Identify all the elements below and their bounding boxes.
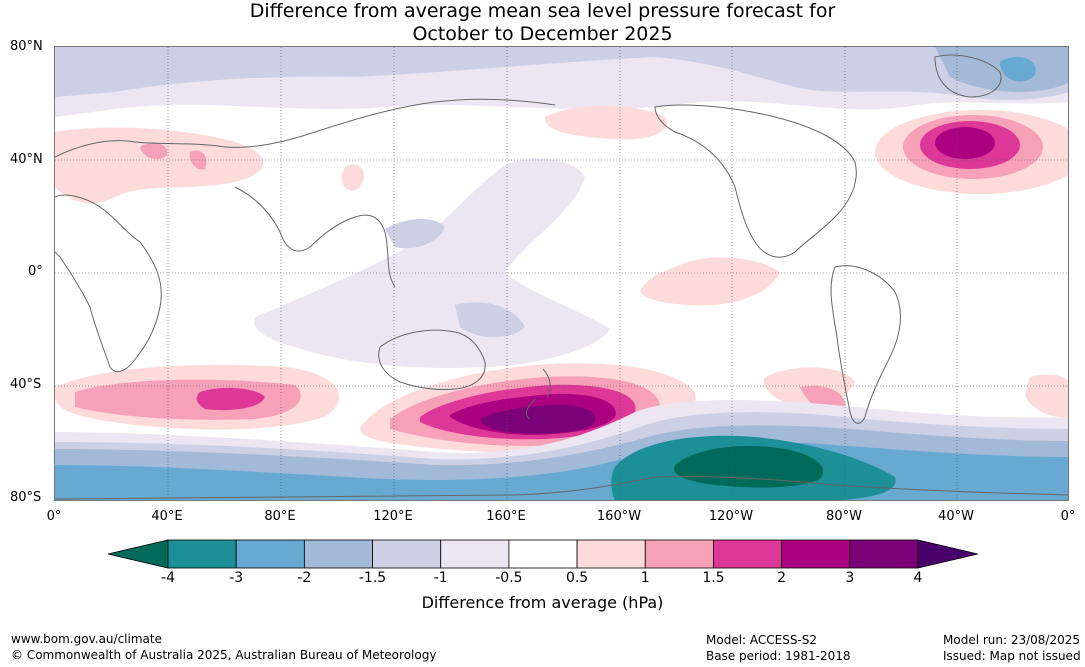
colorbar-tick-label: -3 (229, 570, 244, 586)
title-line-2: October to December 2025 (412, 23, 673, 45)
graticule (55, 47, 1068, 500)
colorbar-swatch (235, 539, 305, 569)
colorbar-swatch (576, 539, 646, 569)
colorbar-tick-label: -1 (433, 570, 448, 586)
colorbar-tick-label: 3 (845, 570, 855, 586)
colorbar-swatch (303, 539, 373, 569)
lon-label-0: 0° (46, 509, 62, 524)
lon-label-0-east: 0° (1060, 509, 1076, 524)
lon-label-120e: 120°E (373, 509, 413, 524)
arctic-negative-core (55, 47, 1068, 100)
south-atlantic-positive-east (1025, 374, 1068, 418)
colorbar-tick-label: -2 (297, 570, 312, 586)
colorbar-tick-label: 2 (777, 570, 787, 586)
colorbar-swatch (849, 539, 919, 569)
pressure-anomaly-map (54, 46, 1069, 501)
colorbar-swatch (781, 539, 851, 569)
colorbar-tick-label: 1.5 (702, 570, 725, 586)
footer-issued: Issued: Map not issued (943, 649, 1081, 663)
lon-label-80w: 80°W (826, 509, 862, 524)
colorbar-swatch (108, 539, 169, 569)
colorbar-tick-label: -0.5 (495, 570, 523, 586)
indian-ocean-positive-core (196, 387, 265, 411)
lon-label-40e: 40°E (151, 509, 183, 524)
footer-model-run: Model run: 23/08/2025 (943, 633, 1081, 647)
eurasia-positive-core-1 (140, 143, 168, 160)
north-pacific-positive (544, 105, 667, 140)
eurasia-positive (55, 127, 264, 204)
footer-copyright: © Commonwealth of Australia 2025, Austra… (11, 648, 437, 662)
lat-label-80n: 80°N (10, 39, 43, 54)
colorbar-swatch (713, 539, 783, 569)
lon-label-40w: 40°W (938, 509, 974, 524)
colorbar-swatch (167, 539, 237, 569)
colorbar-tick-label: 0.5 (565, 570, 589, 586)
lat-label-40n: 40°N (10, 152, 43, 167)
colorbar (108, 539, 978, 569)
map-canvas (55, 47, 1068, 500)
colorbar-tick-label: 4 (913, 570, 923, 586)
footer-base-period: Base period: 1981-2018 (706, 649, 851, 663)
colorbar-tick-label: 1 (640, 570, 650, 586)
colorbar-title: Difference from average (hPa) (421, 593, 664, 612)
map-title: Difference from average mean sea level p… (0, 0, 1085, 46)
colorbar-swatch (440, 539, 510, 569)
lon-label-160e: 160°E (486, 509, 526, 524)
title-line-1: Difference from average mean sea level p… (249, 0, 836, 22)
greenland-negative-core (1000, 56, 1036, 82)
south-pacific-high-core (480, 405, 596, 434)
lon-label-160w: 160°W (596, 509, 642, 524)
colorbar-tick-label: -1.5 (358, 570, 387, 586)
colorbar-swatch (644, 539, 714, 569)
tropical-negative-core (385, 218, 445, 249)
footer-model: Model: ACCESS-S2 (706, 633, 818, 647)
east-pacific-positive (640, 257, 780, 306)
lon-label-120w: 120°W (708, 509, 754, 524)
eurasia-positive-core-2 (189, 150, 207, 170)
tropical-negative-band (254, 158, 610, 368)
lat-label-80s: 80°S (10, 490, 42, 505)
lat-label-equator: 0° (28, 264, 43, 279)
lat-label-40s: 40°S (10, 377, 42, 392)
colorbar-swatch (372, 539, 442, 569)
coral-sea-negative (455, 302, 525, 338)
footer-website[interactable]: www.bom.gov.au/climate (11, 632, 162, 646)
north-atlantic-high-core (935, 127, 995, 159)
colorbar-swatch (917, 539, 978, 569)
asia-positive-small (341, 164, 365, 191)
colorbar-swatch (508, 539, 578, 569)
lon-label-80e: 80°E (264, 509, 296, 524)
colorbar-tick-label: -4 (161, 570, 175, 586)
